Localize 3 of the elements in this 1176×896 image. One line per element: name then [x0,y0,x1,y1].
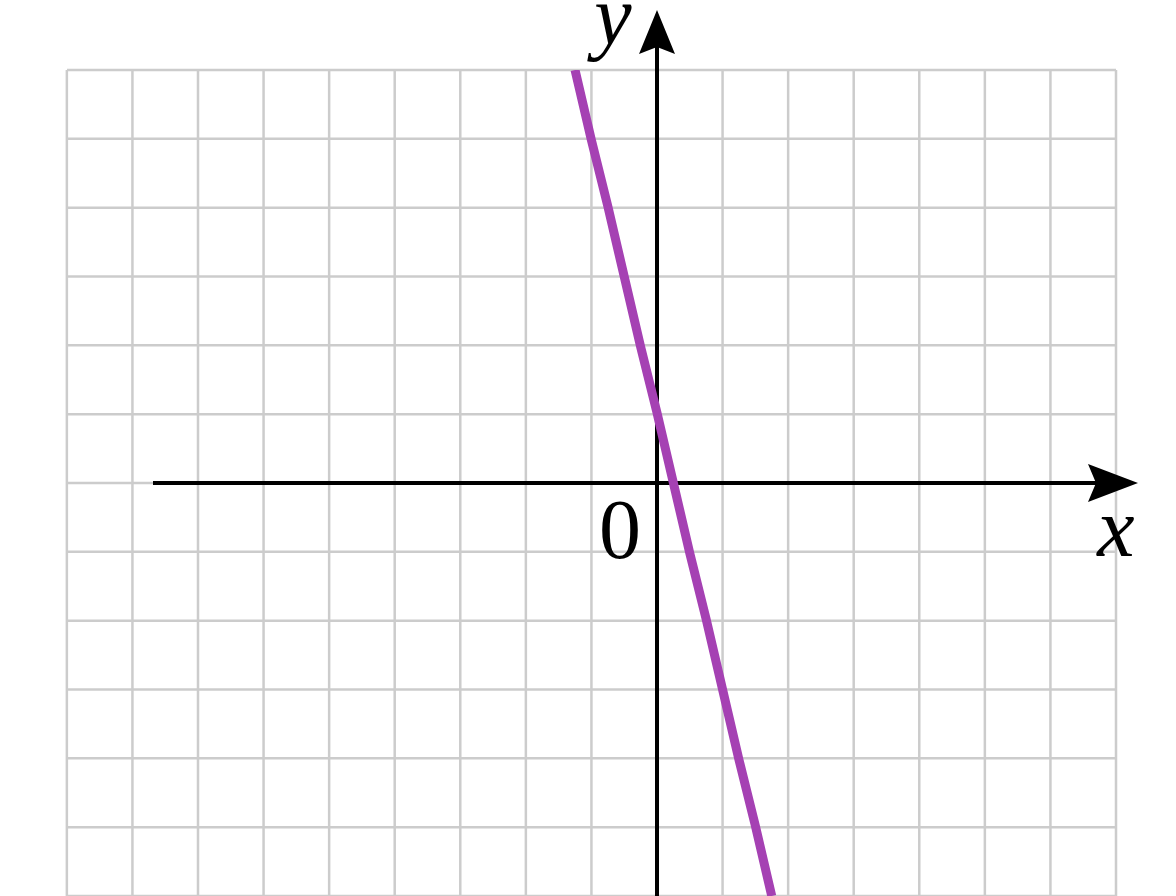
y-axis-title: y [586,0,633,62]
annotation: 0 [599,483,641,576]
x-axis-title: x [1095,481,1135,574]
